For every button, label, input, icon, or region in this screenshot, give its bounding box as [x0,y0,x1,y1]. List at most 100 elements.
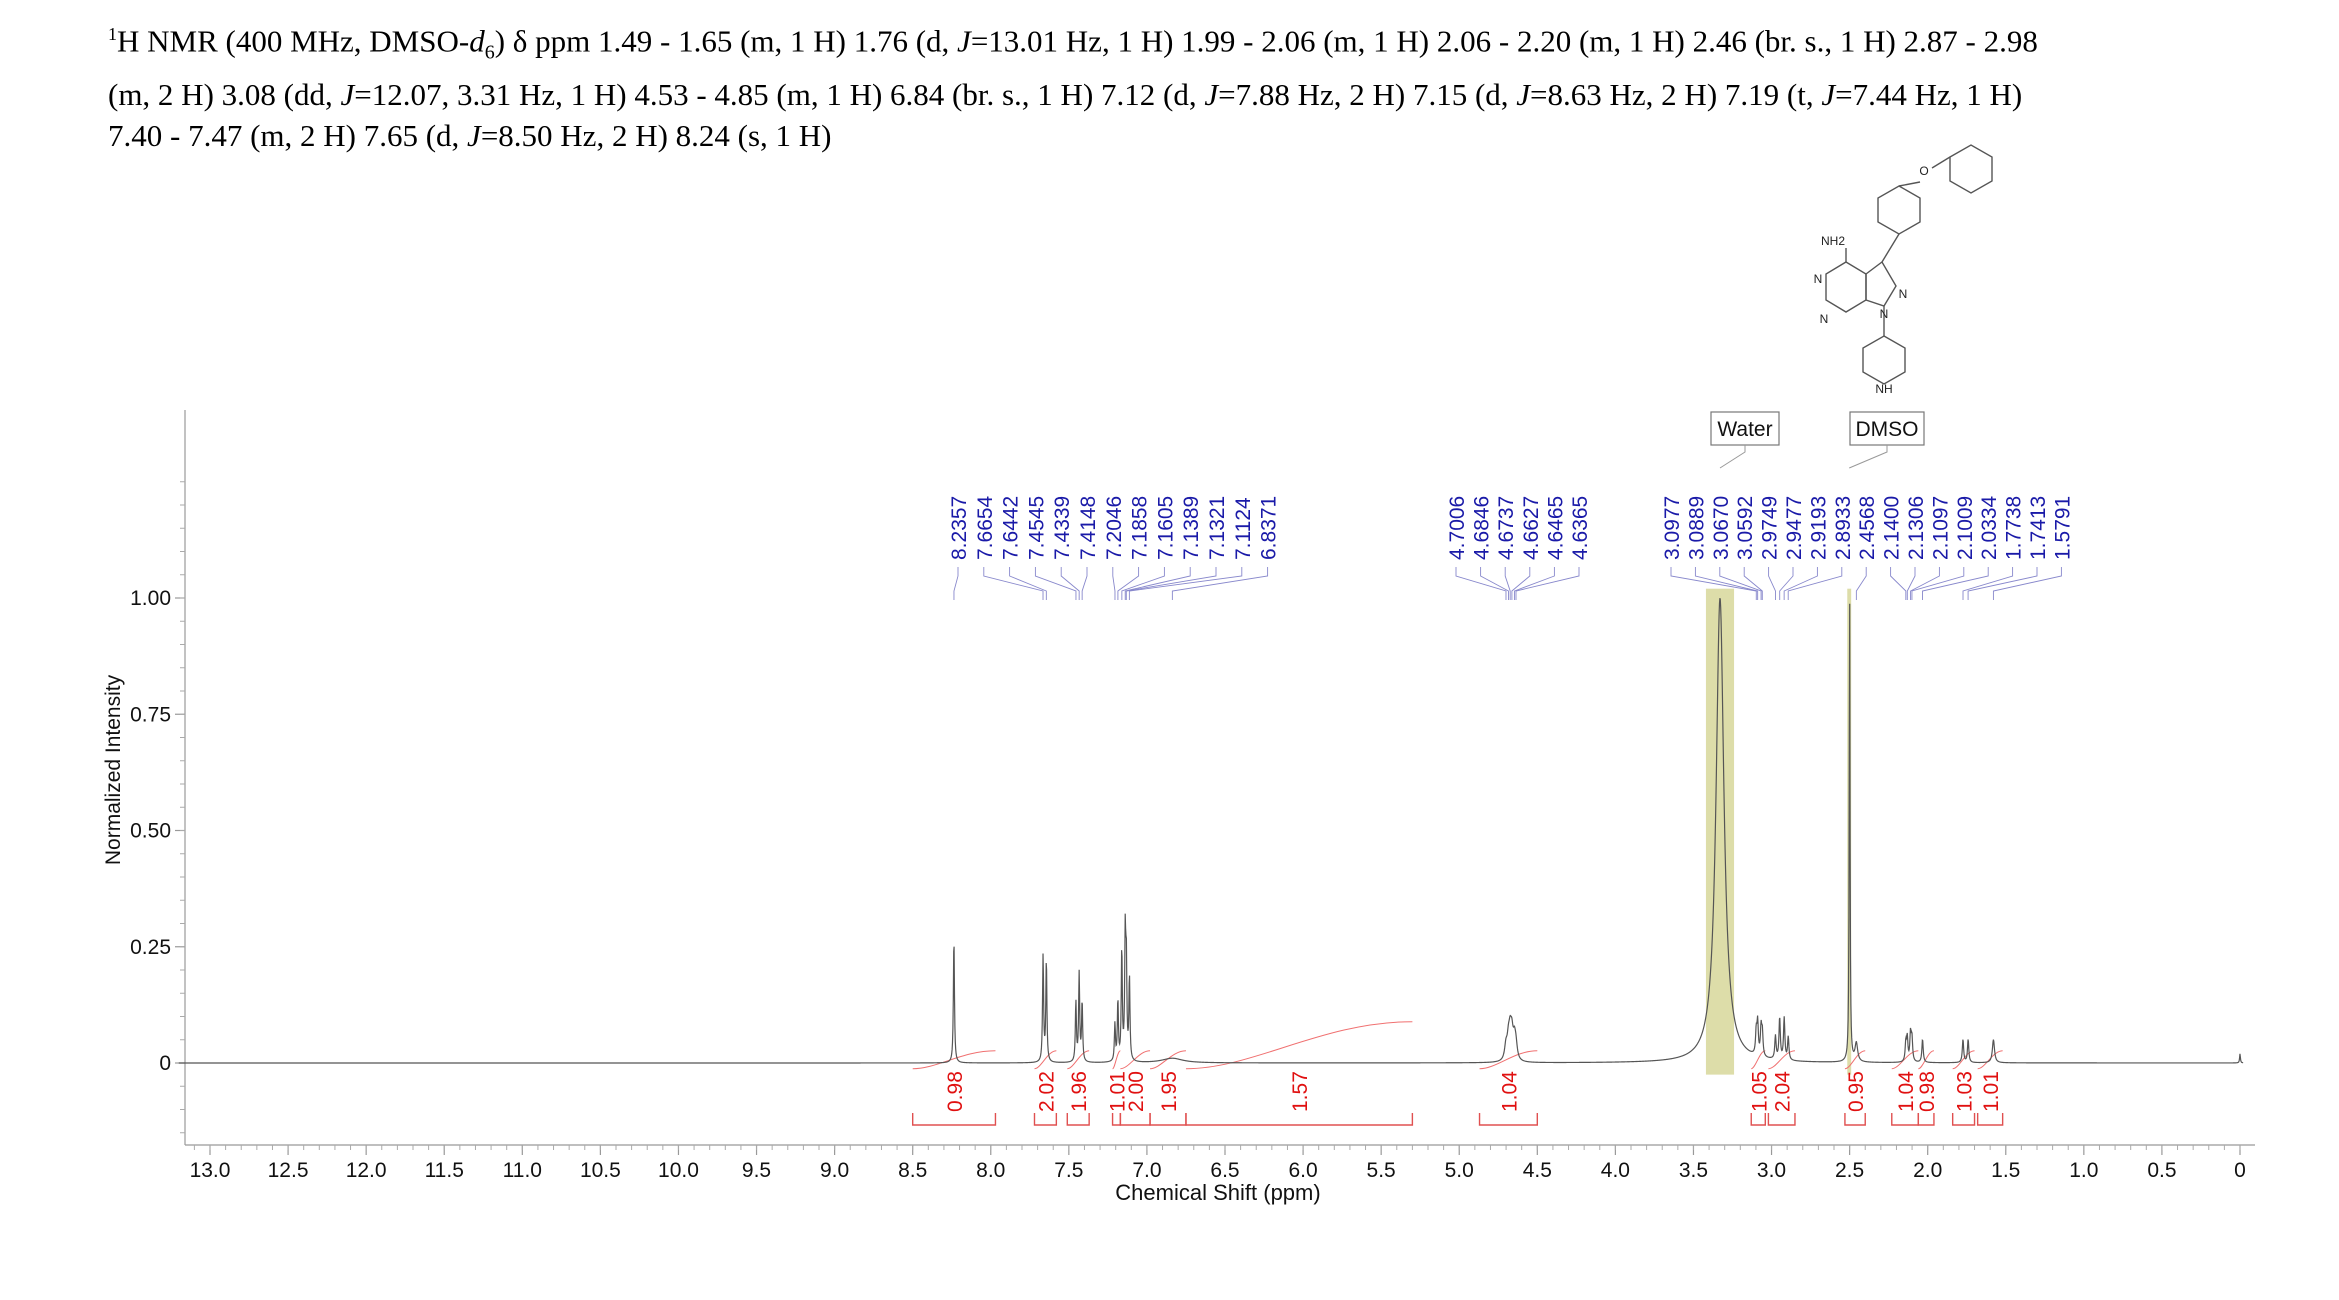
peak-label: 2.1009 [1954,496,1977,560]
j-symbol: J [1821,76,1836,112]
solvent-sub: 6 [484,41,495,64]
pyrimidine-ring [1825,261,1867,313]
x-tick-label: 6.0 [1288,1159,1317,1182]
integral-curve [1751,1050,1766,1070]
callout-box [1849,411,1925,446]
x-tick-label: 3.0 [1757,1159,1786,1182]
integral-value: 2.00 [1125,1071,1148,1112]
header-text-2e: =7.44 Hz, 1 H) [1835,76,2023,112]
integral-curves [912,1021,2003,1070]
peak-leader-line [1515,567,1580,600]
x-tick-label: 4.0 [1601,1159,1630,1182]
peak-leader-line [1171,567,1269,600]
solvent-callouts: Water DMSO [1710,411,1925,469]
peak-leader-line [983,567,1044,600]
j-symbol: J [1204,76,1219,112]
x-tick-label: 8.5 [898,1159,927,1182]
integral-curve [1034,1050,1057,1070]
peak-leader-line [1890,567,1907,600]
atom-label-nh2: NH2 [1821,234,1845,248]
peak-label: 2.4568 [1856,496,1879,560]
x-tick-label: 13.0 [190,1159,231,1182]
integral-value: 0.98 [1916,1071,1939,1112]
callout-leader [1719,445,1746,469]
x-tick-label: 0.5 [2147,1159,2176,1182]
integral-value: 1.05 [1748,1071,1771,1112]
x-tick-label: 1.5 [1991,1159,2020,1182]
phenyl-ring [1949,144,1993,194]
pyrazole-ring [1865,260,1897,307]
header-text-2d: =8.63 Hz, 2 H) 7.19 (t, [1530,76,1822,112]
integral-value: 1.01 [1980,1071,2003,1112]
peak-leader-line [1855,567,1867,600]
peak-leader-line [1922,567,1989,600]
peak-leader-line [1670,567,1757,600]
peak-leader-line [1719,567,1762,600]
x-tick-label: 7.5 [1054,1159,1083,1182]
y-axis-label: Normalized Intensity [102,674,125,865]
y-tick-label: 0 [159,1052,171,1075]
bond [1881,233,1900,263]
integral-value: 1.95 [1158,1071,1181,1112]
solvent-region [1705,588,1735,1075]
x-tick-label: 12.5 [268,1159,309,1182]
atom-label-n: N [1899,287,1908,301]
x-axis-label: Chemical Shift (ppm) [1115,1180,1320,1205]
molecule-structure [1825,144,1993,385]
y-tick-label: 1.00 [130,587,171,610]
integral-curve [1952,1050,1975,1070]
integral-bracket [1033,1113,1058,1126]
x-tick-label: 0 [2234,1159,2246,1182]
peak-leader-line [1768,567,1776,600]
peak-leader-line [1034,567,1077,600]
peak-label: 4.6627 [1520,496,1543,560]
peak-leader-line [1779,567,1794,600]
integral-bracket [1066,1113,1090,1126]
peak-label: 3.0889 [1685,496,1708,560]
peak-label: 7.1124 [1232,497,1255,560]
peak-label: 4.6737 [1495,496,1518,560]
peak-label: 2.8933 [1832,496,1855,560]
x-tick-label: 11.5 [425,1159,464,1182]
integral-curve [1844,1050,1866,1070]
peak-leader-line [1125,567,1217,600]
header-text-1c: =13.01 Hz, 1 H) 1.99 - 2.06 (m, 1 H) 2.0… [970,23,2038,59]
y-tick-label: 0.25 [130,936,171,959]
peak-label: 2.9749 [1759,496,1782,560]
header-text-2c: =7.88 Hz, 2 H) 7.15 (d, [1218,76,1517,112]
header-text-1b: ) δ ppm 1.49 - 1.65 (m, 1 H) 1.76 (d, [494,23,958,59]
peak-label: 7.4545 [1025,496,1048,560]
integral-bracket [1767,1113,1796,1126]
x-tick-label: 2.0 [1913,1159,1942,1182]
peak-labels: 8.2357 7.6654 7.6442 7.4545 7.4339 7.4148 7.20… [948,495,2074,600]
peak-label: 7.1389 [1180,496,1203,560]
x-tick-label: 12.0 [346,1159,387,1182]
peak-leader-line [1504,567,1511,600]
peak-leader-line [1511,567,1531,600]
integral-value: 1.04 [1895,1071,1918,1112]
callout-label: DMSO [1856,418,1919,441]
peak-label: 2.1097 [1929,496,1952,560]
peak-leader-line [1060,567,1080,600]
bond [1898,181,1921,187]
header-text-2b: =12.07, 3.31 Hz, 1 H) 4.53 - 4.85 (m, 1 … [354,76,1205,112]
peak-label: 7.1605 [1154,496,1177,560]
integral-curve [912,1050,996,1070]
header-text-2a: (m, 2 H) 3.08 (dd, [108,76,341,112]
atom-label-o: O [1919,164,1928,178]
peak-leader-line [1783,567,1818,600]
spectrum-description: 1H NMR (400 MHz, DMSO-d6) δ ppm 1.49 - 1… [108,14,2308,156]
integral-value: 2.04 [1772,1071,1795,1112]
peak-label: 3.0670 [1710,496,1733,560]
peak-leader-line [1009,567,1047,600]
peak-leader-line [1121,567,1165,600]
atom-label-n: N [1814,272,1823,286]
integral-curve [1112,1050,1121,1070]
callout-leader [1849,445,1888,469]
peak-label: 7.2046 [1103,496,1126,560]
peak-label: 3.0592 [1734,496,1757,560]
integral-bracket [1891,1113,1920,1126]
peak-leader-line [1124,567,1191,600]
x-tick-label: 5.5 [1367,1159,1396,1182]
